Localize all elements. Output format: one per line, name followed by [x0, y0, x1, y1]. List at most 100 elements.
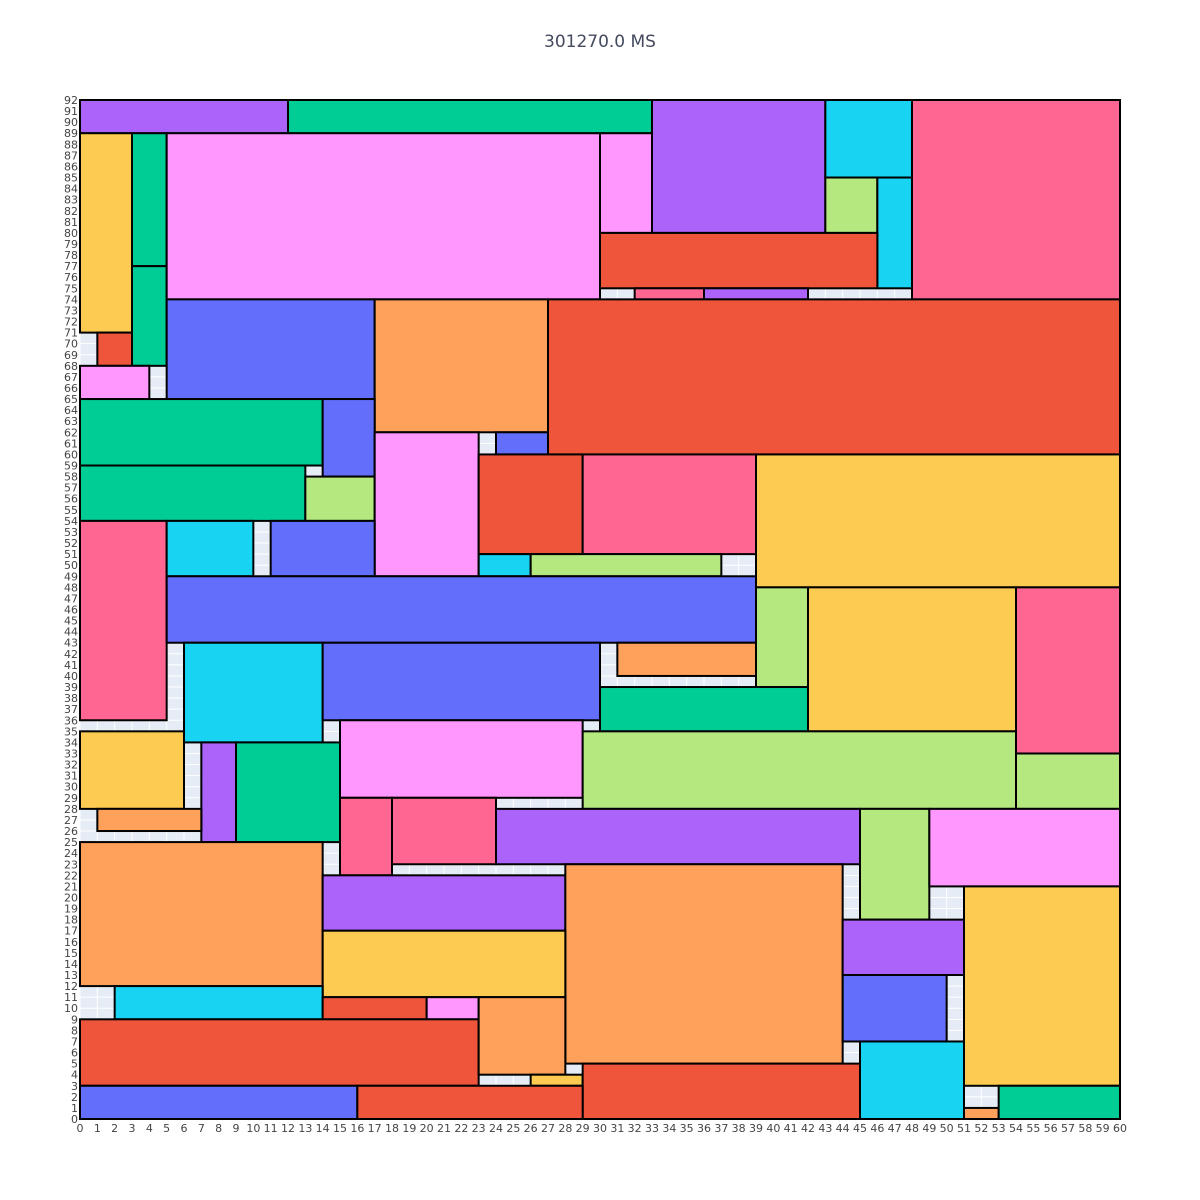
y-tick-label: 33 — [64, 747, 78, 760]
x-tick-label: 9 — [233, 1122, 240, 1135]
y-tick-label: 68 — [64, 360, 78, 373]
y-tick-label: 76 — [64, 271, 78, 284]
packed-rectangle — [477, 553, 532, 578]
y-tick-label: 43 — [64, 637, 78, 650]
x-tick-label: 32 — [628, 1122, 642, 1135]
y-tick-label: 65 — [64, 393, 78, 406]
x-tick-label: 34 — [662, 1122, 676, 1135]
y-tick-label: 18 — [64, 914, 78, 927]
x-tick-label: 45 — [853, 1122, 867, 1135]
rectangles-layer — [79, 99, 1122, 1121]
packed-rectangle — [529, 1073, 584, 1087]
x-tick-label: 2 — [111, 1122, 118, 1135]
x-tick-label: 22 — [454, 1122, 468, 1135]
packed-rectangle — [79, 364, 151, 401]
y-tick-label: 60 — [64, 448, 78, 461]
y-tick-label: 10 — [64, 1002, 78, 1015]
y-tick-label: 88 — [64, 138, 78, 151]
packed-rectangle — [96, 807, 203, 833]
packed-rectangle — [564, 863, 844, 1065]
x-tick-label: 30 — [593, 1122, 607, 1135]
y-tick-label: 46 — [64, 604, 78, 617]
x-tick-label: 12 — [281, 1122, 295, 1135]
y-tick-label: 49 — [64, 570, 78, 583]
y-tick-label: 17 — [64, 925, 78, 938]
y-tick-label: 64 — [64, 404, 78, 417]
y-tick-label: 28 — [64, 803, 78, 816]
y-tick-label: 80 — [64, 227, 78, 240]
y-tick-label: 73 — [64, 304, 78, 317]
y-tick-label: 74 — [64, 293, 78, 306]
y-tick-label: 31 — [64, 770, 78, 783]
x-tick-label: 48 — [905, 1122, 919, 1135]
x-tick-label: 54 — [1009, 1122, 1023, 1135]
packed-rectangle — [131, 132, 168, 268]
x-tick-label: 46 — [870, 1122, 884, 1135]
x-tick-label: 35 — [680, 1122, 694, 1135]
packed-rectangle — [703, 287, 809, 301]
y-tick-label: 82 — [64, 205, 78, 218]
y-tick-label: 29 — [64, 792, 78, 805]
y-tick-label: 32 — [64, 759, 78, 772]
packed-rectangle — [79, 132, 133, 334]
y-tick-label: 34 — [64, 736, 78, 749]
y-tick-label: 90 — [64, 116, 78, 129]
packed-rectangle — [425, 996, 480, 1021]
packed-rectangle — [373, 431, 480, 578]
y-tick-label: 37 — [64, 703, 78, 716]
y-tick-label: 26 — [64, 825, 78, 838]
packed-rectangle — [79, 519, 168, 722]
y-tick-label: 36 — [64, 714, 78, 727]
packed-rectangle — [824, 99, 913, 179]
x-tick-label: 53 — [992, 1122, 1006, 1135]
packed-rectangle — [807, 586, 1017, 733]
packed-rectangle — [876, 176, 913, 290]
packed-rectangle — [581, 1062, 862, 1120]
packed-rectangle — [321, 641, 601, 722]
x-tick-label: 7 — [198, 1122, 205, 1135]
packed-rectangle — [373, 298, 549, 434]
x-tick-label: 21 — [437, 1122, 451, 1135]
x-tick-label: 38 — [732, 1122, 746, 1135]
x-tick-label: 3 — [129, 1122, 136, 1135]
packed-rectangle — [321, 874, 567, 932]
packed-rectangle — [183, 641, 324, 744]
packed-rectangle — [633, 287, 706, 301]
packed-rectangle — [495, 431, 549, 456]
x-tick-label: 58 — [1078, 1122, 1092, 1135]
y-tick-label: 21 — [64, 880, 78, 893]
packed-rectangle — [79, 1018, 480, 1087]
y-tick-label: 3 — [71, 1080, 78, 1093]
packed-rectangle — [859, 1040, 965, 1121]
x-tick-label: 31 — [610, 1122, 624, 1135]
packed-rectangle — [477, 996, 567, 1076]
y-tick-label: 70 — [64, 338, 78, 351]
y-tick-label: 6 — [71, 1047, 78, 1060]
packed-rectangle — [755, 453, 1121, 589]
y-tick-label: 66 — [64, 382, 78, 395]
y-tick-label: 58 — [64, 471, 78, 484]
x-tick-label: 55 — [1026, 1122, 1040, 1135]
packed-rectangle — [616, 641, 757, 677]
packed-rectangle — [651, 99, 827, 234]
packed-rectangle — [599, 231, 879, 290]
x-tick-label: 41 — [784, 1122, 798, 1135]
y-tick-label: 47 — [64, 592, 78, 605]
packed-rectangle — [339, 796, 393, 877]
x-tick-label: 20 — [420, 1122, 434, 1135]
y-tick-label: 50 — [64, 559, 78, 572]
y-tick-label: 81 — [64, 216, 78, 229]
x-tick-label: 24 — [489, 1122, 503, 1135]
y-tick-label: 52 — [64, 537, 78, 550]
packed-rectangle — [1015, 752, 1121, 810]
x-tick-label: 36 — [697, 1122, 711, 1135]
x-tick-label: 5 — [163, 1122, 170, 1135]
y-tick-label: 56 — [64, 493, 78, 506]
y-tick-label: 5 — [71, 1058, 78, 1071]
y-tick-label: 22 — [64, 869, 78, 882]
y-tick-label: 59 — [64, 460, 78, 473]
packed-rectangle — [755, 586, 809, 689]
x-tick-label: 11 — [264, 1122, 278, 1135]
x-tick-label: 6 — [181, 1122, 188, 1135]
